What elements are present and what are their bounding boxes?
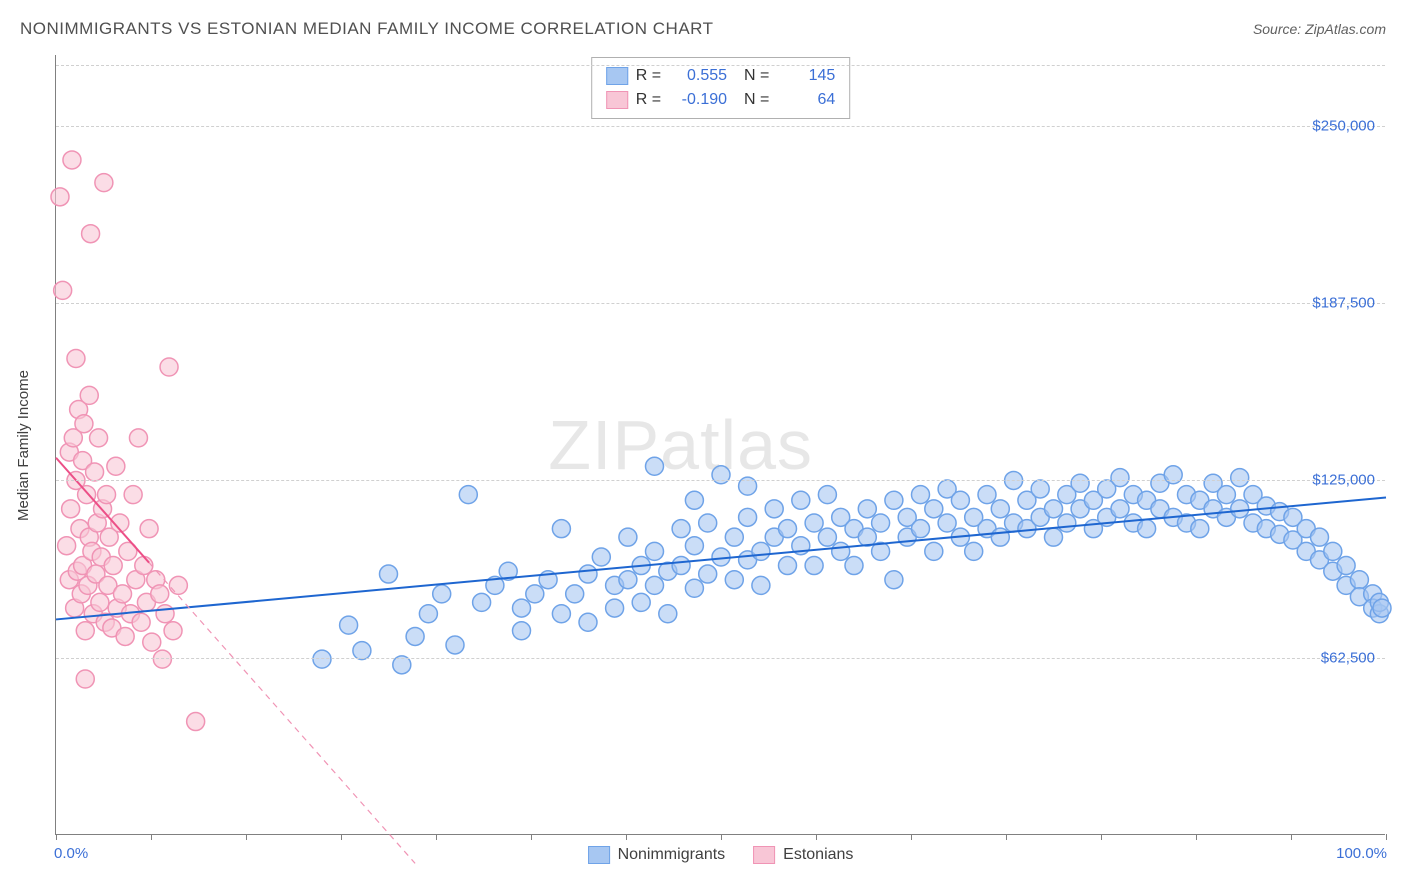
plot-svg bbox=[56, 55, 1385, 834]
swatch-estonians bbox=[606, 91, 628, 109]
swatch-nonimmigrants bbox=[606, 67, 628, 85]
correlation-legend: R = 0.555 N = 145 R = -0.190 N = 64 bbox=[591, 57, 851, 119]
x-tick-right: 100.0% bbox=[1336, 845, 1387, 862]
legend-swatch-nonimmigrants bbox=[588, 846, 610, 864]
legend-label-estonians: Estonians bbox=[783, 846, 853, 864]
source-label: Source: ZipAtlas.com bbox=[1253, 21, 1386, 37]
x-tick-left: 0.0% bbox=[54, 845, 88, 862]
r-value-estonians: -0.190 bbox=[669, 88, 727, 112]
plot-area: ZIPatlas R = 0.555 N = 145 R = -0.190 N … bbox=[55, 55, 1385, 835]
n-value-nonimmigrants: 145 bbox=[777, 64, 835, 88]
r-value-nonimmigrants: 0.555 bbox=[669, 64, 727, 88]
y-tick-label: $250,000 bbox=[1312, 117, 1375, 134]
chart-title: NONIMMIGRANTS VS ESTONIAN MEDIAN FAMILY … bbox=[20, 19, 714, 39]
series-legend: Nonimmigrants Estonians bbox=[588, 846, 854, 864]
y-axis-label: Median Family Income bbox=[15, 370, 32, 521]
legend-swatch-estonians bbox=[753, 846, 775, 864]
y-tick-label: $187,500 bbox=[1312, 295, 1375, 312]
y-tick-label: $62,500 bbox=[1321, 649, 1375, 666]
legend-label-nonimmigrants: Nonimmigrants bbox=[618, 846, 726, 864]
y-tick-label: $125,000 bbox=[1312, 472, 1375, 489]
n-value-estonians: 64 bbox=[777, 88, 835, 112]
